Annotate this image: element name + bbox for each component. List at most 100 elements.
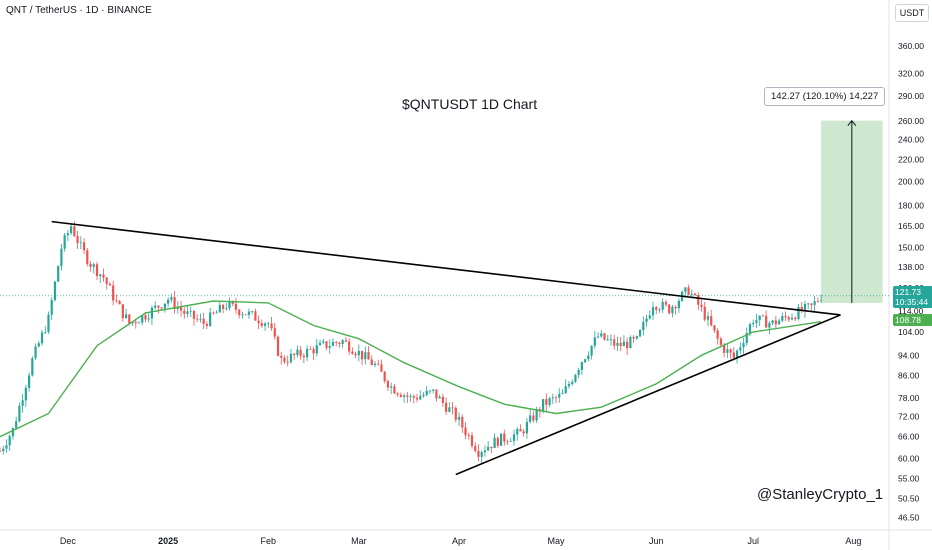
candle-body [386,381,390,388]
support-trendline [455,314,841,476]
candle-body [322,341,325,343]
candle-body [131,321,134,324]
candle-body [719,338,722,345]
candle-body [167,299,170,304]
y-tick-label: 50.50 [898,493,920,503]
candle-body [306,348,309,358]
candle-body [286,361,289,363]
candle-body [231,301,234,304]
candle-body [467,435,470,437]
candle-body [370,359,373,365]
candle-body [276,336,280,356]
candle-body [254,311,257,321]
moving-average-line [0,300,822,438]
candle-body [399,394,402,397]
candle-body [525,421,529,434]
candle-body [499,433,503,446]
candle-body [341,340,344,345]
candle-body [18,405,21,422]
candle-body [745,333,748,344]
candle-body [800,307,803,312]
y-tick-label: 260.00 [898,116,924,126]
candle-body [716,330,719,339]
candle-body [273,328,276,337]
candle-body [690,293,693,295]
candle-body [302,355,305,358]
candle-body [629,337,632,349]
candle-body [797,307,800,320]
candle-body [251,311,254,313]
candle-body [820,300,823,302]
candle-body [609,339,613,341]
candle-body [419,396,422,400]
candle-body [296,349,299,356]
candle-body [344,340,348,342]
candle-body [490,446,493,449]
x-tick-label: May [548,536,566,546]
candle-body [186,311,189,314]
candle-body [289,353,293,363]
candle-body [8,436,11,446]
candle-body [150,307,154,319]
x-tick-label: Aug [845,536,861,546]
candle-body [655,307,658,310]
candle-body [729,349,732,353]
candle-body [454,407,457,420]
candle-body [234,303,238,310]
candle-body [638,329,642,337]
candle-body [693,293,697,295]
candle-body [86,250,89,264]
candle-body [535,409,538,421]
currency-button[interactable]: USDT [895,4,929,22]
candle-body [648,315,651,319]
candle-body [11,427,15,437]
candle-body [496,437,499,446]
candle-body [57,266,60,282]
candle-body [735,350,739,358]
candle-body [451,407,454,409]
candle-body [82,242,86,251]
candle-body [70,226,73,234]
candle-body [92,264,95,267]
candle-body [247,311,251,315]
candle-body [658,309,661,311]
y-tick-label: 150.00 [898,243,924,253]
candle-body [626,341,629,349]
pair-label: QNT / TetherUS · 1D · BINANCE [6,5,152,16]
candle-body [619,342,622,347]
candle-body [137,322,141,324]
candle-body [280,355,283,358]
candle-body [509,440,512,442]
candle-body [645,318,648,322]
candle-body [293,353,296,356]
candle-body [706,316,710,320]
candle-body [784,316,787,318]
candle-body [415,397,419,400]
candle-body [632,337,635,339]
y-tick-label: 104.00 [898,327,924,337]
candle-body [15,421,18,428]
candle-body [373,363,377,365]
candle-body [115,300,118,302]
candle-body [34,346,37,359]
candle-body [183,310,186,314]
countdown-value: 10:35:44 [895,297,929,307]
candle-body [412,396,415,398]
x-tick-label: Apr [452,536,466,546]
candle-body [79,242,82,244]
y-tick-label: 78.00 [898,393,920,403]
candle-body [192,310,196,319]
candle-body [0,451,2,452]
candle-body [755,320,758,323]
candle-body [118,301,121,305]
y-tick-label: 55.00 [898,474,920,484]
candle-body [202,318,205,324]
candle-body [554,397,558,399]
candle-body [664,301,668,305]
candle-body [587,355,590,360]
candle-body [506,441,509,443]
candle-body [548,398,551,405]
candle-body [134,321,137,324]
candle-body [567,383,571,387]
